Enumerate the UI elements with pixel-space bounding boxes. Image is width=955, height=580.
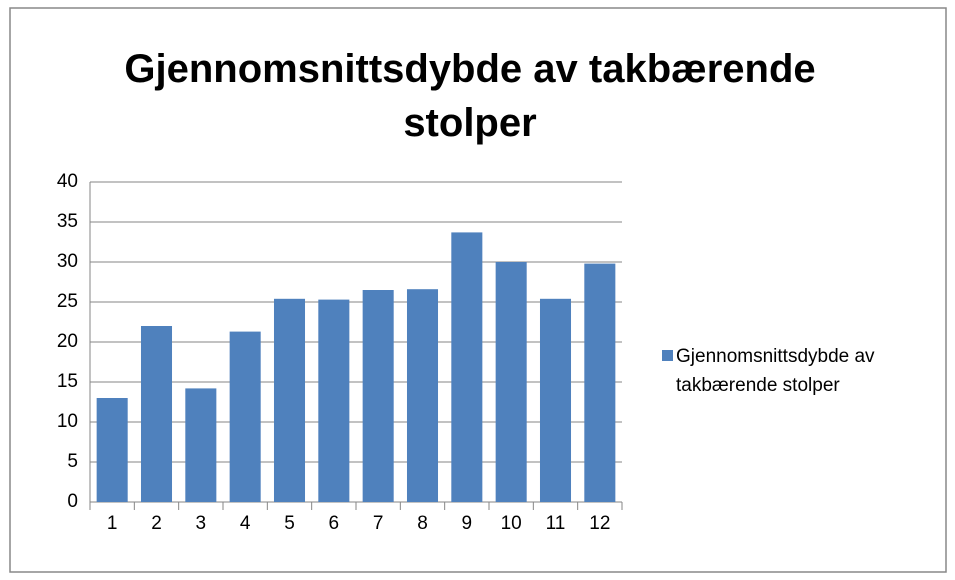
bar xyxy=(318,299,350,502)
legend-swatch xyxy=(662,350,673,361)
bar xyxy=(406,289,439,502)
y-tick-label: 35 xyxy=(57,211,78,232)
x-tick-label: 11 xyxy=(546,513,566,534)
bar xyxy=(451,232,483,502)
x-tick-label: 6 xyxy=(329,513,340,534)
bar xyxy=(362,290,394,502)
y-tick-label: 25 xyxy=(57,291,78,312)
y-tick-label: 40 xyxy=(57,171,78,192)
x-tick-label: 2 xyxy=(151,513,162,534)
y-tick-label: 0 xyxy=(67,491,78,512)
bar xyxy=(584,263,616,502)
legend-label: Gjennomsnittsdybde av takbærende stolper xyxy=(676,346,875,396)
y-tick-label: 30 xyxy=(57,251,78,272)
bar xyxy=(273,298,306,502)
bar xyxy=(539,298,572,502)
x-tick-label: 8 xyxy=(417,513,428,534)
bar xyxy=(140,326,173,502)
bar xyxy=(495,262,527,502)
y-tick-label: 5 xyxy=(67,451,78,472)
x-tick-label: 5 xyxy=(284,513,295,534)
chart-frame xyxy=(9,7,947,573)
x-tick-label: 3 xyxy=(196,513,207,534)
bar xyxy=(96,398,128,502)
x-tick-label: 1 xyxy=(107,513,118,534)
x-tick-label: 7 xyxy=(373,513,384,534)
bar xyxy=(229,331,261,502)
y-tick-label: 20 xyxy=(57,331,78,352)
bar xyxy=(185,388,217,502)
y-tick-label: 10 xyxy=(57,411,78,432)
y-tick-label: 15 xyxy=(57,371,78,392)
x-tick-label: 9 xyxy=(462,513,473,534)
x-tick-label: 4 xyxy=(240,513,251,534)
x-tick-label: 12 xyxy=(589,513,610,534)
x-tick-label: 10 xyxy=(501,513,522,534)
chart-title: Gjennomsnittsdybde av takbærende stolper xyxy=(124,47,816,145)
